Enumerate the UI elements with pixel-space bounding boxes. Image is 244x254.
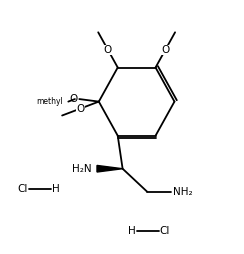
Text: methyl: methyl bbox=[36, 97, 63, 106]
Text: H: H bbox=[128, 226, 135, 236]
Polygon shape bbox=[97, 165, 122, 172]
Text: Cl: Cl bbox=[160, 226, 170, 236]
Text: O: O bbox=[104, 45, 112, 55]
Text: O: O bbox=[76, 104, 85, 114]
Text: O: O bbox=[70, 94, 78, 104]
Text: H: H bbox=[52, 184, 60, 194]
Text: Cl: Cl bbox=[18, 184, 28, 194]
Text: H₂N: H₂N bbox=[72, 164, 92, 174]
Text: O: O bbox=[161, 45, 169, 55]
Text: NH₂: NH₂ bbox=[173, 187, 192, 197]
